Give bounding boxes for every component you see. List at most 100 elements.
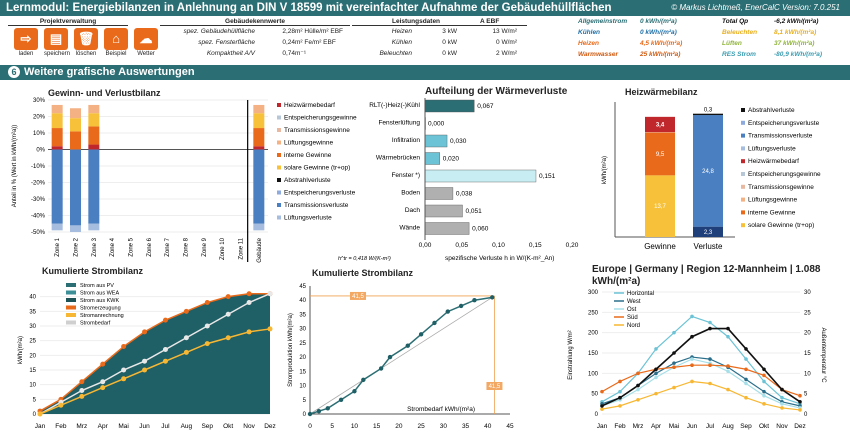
bar-segment [693,226,723,237]
bar-segment [253,149,265,224]
app-title: Lernmodul: Energiebilanzen in Anlehnung … [0,0,850,16]
xtick-label: 0,20 [566,242,579,249]
folder-icon: ⇨ [14,28,38,50]
legend-label: Transmissionsverluste [284,202,349,209]
value-label: 0,067 [477,103,494,110]
xtick-label: Mai [669,423,679,430]
series-point [672,330,676,335]
series-point [690,314,694,319]
legend-swatch [277,103,281,107]
legend-label: Ost [627,307,637,313]
data-label: 2,3 [704,230,713,236]
bar [424,222,470,235]
ytick-label: 20 [299,355,306,361]
series-line [601,358,801,409]
leistung-label: Beleuchten [379,50,412,57]
zone-label: Zone 3 [92,237,98,256]
bar-segment [70,131,81,150]
data-label: 0,3 [704,108,713,114]
series-point [162,358,168,364]
series-point [780,402,784,406]
bar-segment [51,128,63,147]
marker-label: 41,5 [352,294,364,300]
xtick-label: Mai [118,423,128,430]
heizbilanz-title: Heizwärmebilanz [625,87,698,97]
xtick-label: 10 [351,423,359,430]
ytick-label: 40 [29,295,36,301]
waerme-note: h^tr = 0,418 W/(K-m²) [338,256,391,262]
speichern-button[interactable]: ▤ speichern [44,28,70,57]
ytick-label: 250 [588,310,599,316]
marker-box [350,291,366,300]
series-point [762,402,766,406]
series-point [162,317,168,323]
series-point [600,389,604,394]
series-point [762,393,766,398]
series-point [307,411,313,417]
series-point [204,341,210,347]
legend-label: Abstrahlverluste [748,107,795,114]
bar-segment [253,104,265,114]
series-point [672,351,676,355]
series-point [325,406,330,411]
leistung-per: 0 W/m² [496,39,517,46]
ytick-label: 15 [299,369,306,375]
series-point [100,361,106,367]
summary-label: Allgemeinstrom [578,18,628,25]
legend-label: Entspeicherungsgewinne [748,171,821,178]
series-point [726,364,730,368]
laden-button[interactable]: ⇨ laden [14,28,38,57]
series-point [744,395,748,400]
summary-label: Heizen [578,40,599,47]
series-point [183,308,189,314]
series-point [690,379,694,384]
legend-label: Süd [627,315,638,321]
legend-label: interne Gewinne [284,152,332,159]
series-point [798,400,802,404]
ytick-label: 0% [36,148,45,154]
kv-row: RES Strom -80,9 kWh/(m²a) [722,50,844,59]
ytick-label: 10 [299,384,306,390]
xtick-label: 0,10 [492,242,505,249]
series-point [267,291,273,297]
leistung-value: 3 kW [442,28,457,35]
kennwert-value: 0,74 [282,50,295,57]
series-point [618,404,622,408]
kennwert-unit: m⁻¹ [295,50,307,57]
heiz-ylabel: kWh/(m²a) [602,156,608,184]
series-point [654,375,658,380]
summary-label: Beleuchten [722,29,758,36]
series-point [654,367,658,372]
zone-label: Gebäude [257,237,263,262]
series-line [601,327,801,407]
series-point [762,379,766,384]
leistung-label: Heizen [391,28,412,35]
legend-label: Strom aus KWK [80,298,119,304]
kv-row: Kühlen 0 kWh/(m²a) [578,28,700,37]
legend-swatch [741,120,745,125]
series-point [690,357,694,361]
beispiel-button[interactable]: ⌂ Beispiel [104,28,128,57]
series-point [121,344,127,350]
löschen-button[interactable]: 🗑 löschen [74,28,98,57]
y2tick-label: 5 [804,392,808,398]
y2tick-label: 25 [804,310,811,316]
summary-value: 0 kWh/(m²a) [640,18,677,25]
xtick-label: 35 [462,423,470,430]
wetter-button[interactable]: ☁ Wetter [134,28,158,57]
cloud-icon: ☁ [134,28,158,50]
kennwert-unit: m² Fe/m² EBF [295,39,336,46]
xtick-label: Dez [264,423,276,430]
category-label: Fenster *) [391,172,420,179]
summary-value: 4,5 kWh/(m²a) [640,40,683,47]
legend-swatch [741,108,745,112]
series-point [672,365,676,370]
bar-segment [70,118,81,132]
category-label: Infiltration [392,137,421,144]
xtick-label: Okt [759,423,769,430]
series-point [472,298,477,303]
series-line [39,292,270,412]
series-point [798,408,802,412]
xtick-label: Feb [55,423,67,430]
bar [424,134,448,148]
